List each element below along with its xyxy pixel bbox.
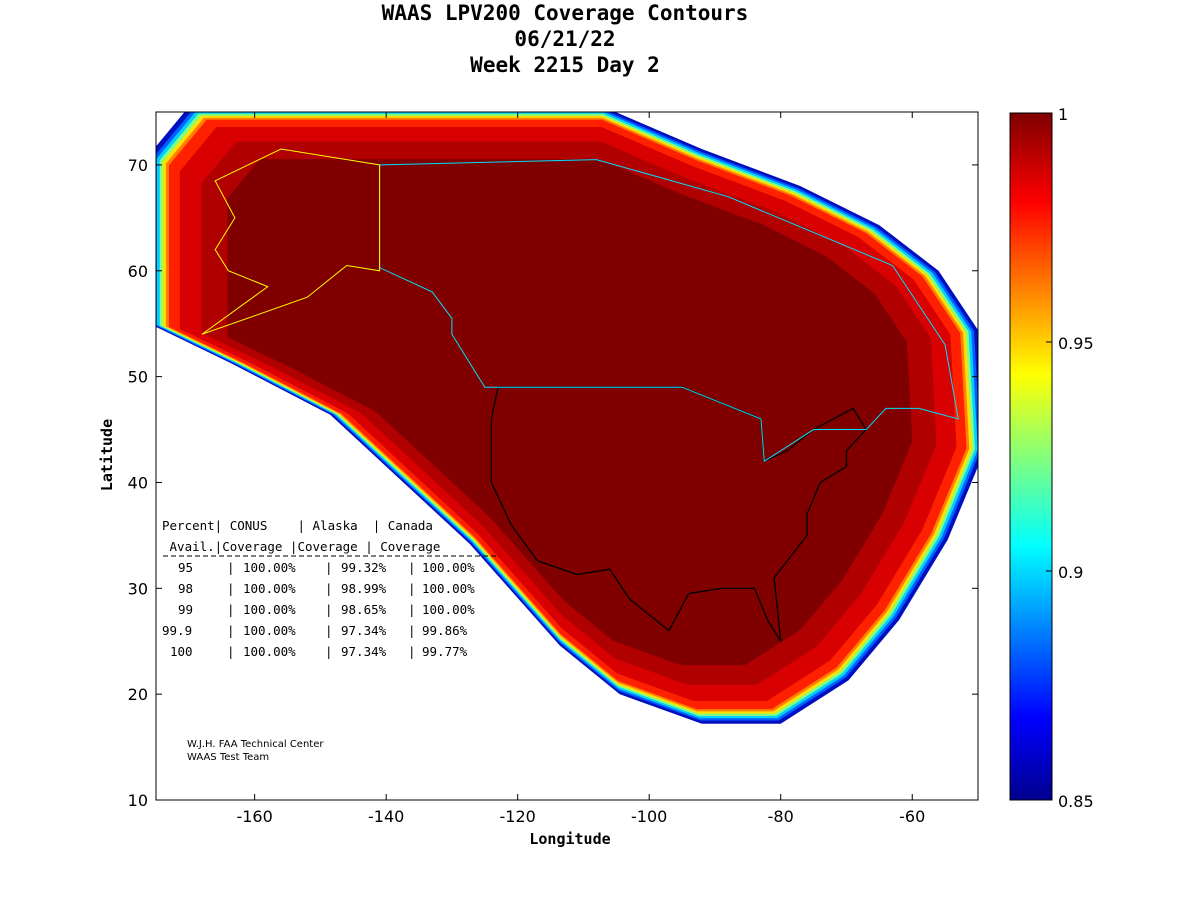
axis-ticks: -160 -140 -120 -100 -80 -60 10 20 30 40 50 60 70 xyxy=(128,112,978,826)
table-row-conus: 100.00% xyxy=(243,623,296,638)
table-row-sep: | xyxy=(227,644,235,659)
table-row-sep: | xyxy=(227,581,235,596)
colorbar-tick-label: 0.9 xyxy=(1058,563,1083,582)
table-row-sep: | xyxy=(325,623,333,638)
table-row-sep: | xyxy=(325,581,333,596)
plot-frame xyxy=(155,111,979,801)
table-row-percent: 100 xyxy=(170,644,193,659)
y-axis-label: Latitude xyxy=(98,419,116,491)
boundary-lines xyxy=(201,148,959,642)
table-row-sep: | xyxy=(227,560,235,575)
colorbar xyxy=(1009,112,1053,801)
contour-band-9 xyxy=(227,159,913,666)
table-row-sep: | xyxy=(408,644,416,659)
table-row-canada: 100.00% xyxy=(422,560,475,575)
table-row-canada: 99.86% xyxy=(422,623,468,638)
table-row-canada: 99.77% xyxy=(422,644,468,659)
table-row-percent: 95 xyxy=(178,560,193,575)
coverage-contours xyxy=(156,112,978,724)
colorbar-tick-label: 0.85 xyxy=(1058,792,1094,811)
table-row-sep: | xyxy=(227,602,235,617)
table-header-2: Avail.|Coverage |Coverage | Coverage xyxy=(162,539,440,554)
table-row-alaska: 98.99% xyxy=(341,581,387,596)
credit-line-1: W.J.H. FAA Technical Center xyxy=(187,739,324,750)
x-axis-label: Longitude xyxy=(529,830,610,848)
table-row-conus: 100.00% xyxy=(243,560,296,575)
table-row-canada: 100.00% xyxy=(422,602,475,617)
table-header-1: Percent| CONUS | Alaska | Canada xyxy=(162,518,433,533)
table-row-alaska: 97.34% xyxy=(341,644,387,659)
colorbar-ticks: 0.85 0.9 0.95 1 xyxy=(1046,105,1094,811)
table-row-percent: 99.9 xyxy=(162,623,192,638)
table-row-sep: | xyxy=(325,644,333,659)
title-line-2: 06/21/22 xyxy=(514,27,616,51)
title-line-1: WAAS LPV200 Coverage Contours xyxy=(381,1,749,25)
y-tick-label: 40 xyxy=(128,473,148,492)
chart-title: WAAS LPV200 Coverage Contours 06/21/22 W… xyxy=(0,0,1130,78)
x-tick-label: -120 xyxy=(500,807,536,826)
table-row-sep: | xyxy=(325,560,333,575)
credit-line-2: WAAS Test Team xyxy=(187,752,269,763)
alaska-boundary xyxy=(201,148,381,335)
y-tick-label: 30 xyxy=(128,579,148,598)
title-line-3: Week 2215 Day 2 xyxy=(470,53,660,77)
y-tick-label: 10 xyxy=(128,791,148,810)
table-row-sep: | xyxy=(408,581,416,596)
x-tick-label: -80 xyxy=(768,807,794,826)
y-tick-label: 60 xyxy=(128,262,148,281)
table-row-conus: 100.00% xyxy=(243,644,296,659)
x-tick-label: -60 xyxy=(899,807,925,826)
x-tick-label: -160 xyxy=(236,807,272,826)
table-row-alaska: 97.34% xyxy=(341,623,387,638)
table-row-percent: 98 xyxy=(178,581,193,596)
coverage-table: Percent| CONUS | Alaska | Canada Avail.|… xyxy=(162,518,500,659)
x-tick-label: -100 xyxy=(631,807,667,826)
table-row-conus: 100.00% xyxy=(243,581,296,596)
y-tick-label: 20 xyxy=(128,685,148,704)
y-tick-label: 50 xyxy=(128,368,148,387)
table-row-alaska: 98.65% xyxy=(341,602,387,617)
table-row-conus: 100.00% xyxy=(243,602,296,617)
table-row-alaska: 99.32% xyxy=(341,560,387,575)
colorbar-tick-label: 0.95 xyxy=(1058,334,1094,353)
table-row-sep: | xyxy=(408,560,416,575)
table-row-sep: | xyxy=(408,602,416,617)
canada-boundary xyxy=(379,159,959,463)
table-row-sep: | xyxy=(325,602,333,617)
table-row-canada: 100.00% xyxy=(422,581,475,596)
table-row-sep: | xyxy=(408,623,416,638)
colorbar-tick-label: 1 xyxy=(1058,105,1068,124)
y-tick-label: 70 xyxy=(128,156,148,175)
table-row-sep: | xyxy=(227,623,235,638)
conus-coastline xyxy=(490,386,868,642)
table-row-percent: 99 xyxy=(178,602,193,617)
x-tick-label: -140 xyxy=(368,807,404,826)
